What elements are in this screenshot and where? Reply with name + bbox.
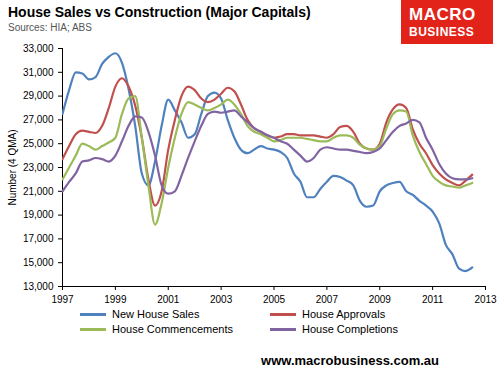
svg-text:1999: 1999 [104, 294, 127, 305]
svg-text:17,000: 17,000 [23, 233, 54, 244]
svg-text:Number (4 QMA): Number (4 QMA) [7, 129, 18, 205]
svg-text:25,000: 25,000 [23, 138, 54, 149]
svg-text:27,000: 27,000 [23, 114, 54, 125]
svg-text:2011: 2011 [422, 294, 444, 305]
html-text:Sources: HIA; ABS: Sources: HIA; ABS [8, 22, 92, 33]
svg-text:2009: 2009 [369, 294, 392, 305]
html-text:BUSINESS: BUSINESS [409, 25, 475, 39]
html-text:www.macrobusiness.com.au: www.macrobusiness.com.au [261, 353, 439, 368]
html-text:New House Sales: New House Sales [112, 308, 200, 320]
svg-text:19,000: 19,000 [23, 209, 54, 220]
svg-text:13,000: 13,000 [23, 281, 54, 292]
svg-text:31,000: 31,000 [23, 67, 54, 78]
svg-text:2005: 2005 [263, 294, 286, 305]
svg-text:33,000: 33,000 [23, 43, 54, 54]
svg-text:1997: 1997 [51, 294, 74, 305]
svg-text:2003: 2003 [210, 294, 233, 305]
html-text:House Sales vs Construction (M: House Sales vs Construction (Major Capit… [8, 4, 311, 20]
svg-text:29,000: 29,000 [23, 90, 54, 101]
svg-text:15,000: 15,000 [23, 257, 54, 268]
html-text:MACRO: MACRO [409, 5, 476, 24]
html-text:House Completions: House Completions [302, 323, 398, 335]
html-text:House Approvals: House Approvals [302, 308, 386, 320]
svg-text:2001: 2001 [157, 294, 180, 305]
svg-text:2007: 2007 [316, 294, 339, 305]
svg-text:23,000: 23,000 [23, 162, 54, 173]
html-text:House Commencements: House Commencements [112, 323, 234, 335]
svg-text:2013: 2013 [474, 294, 497, 305]
svg-text:21,000: 21,000 [23, 186, 54, 197]
